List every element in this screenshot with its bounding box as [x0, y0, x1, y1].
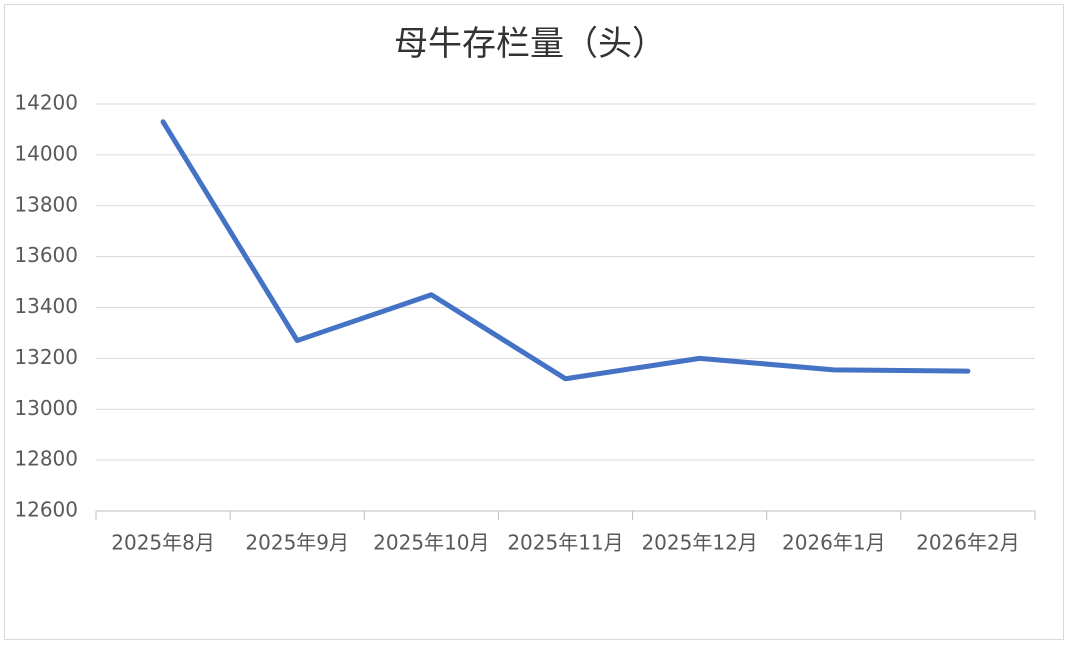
y-tick-label: 13200 [14, 345, 78, 369]
y-tick-label: 13600 [14, 243, 78, 267]
x-tick-label: 2025年11月 [507, 531, 623, 555]
y-tick-label: 12600 [14, 498, 78, 522]
chart-border [4, 4, 1064, 640]
line [160, 119, 971, 382]
y-tick-label: 12800 [14, 447, 78, 471]
x-tick-label: 2025年12月 [641, 531, 757, 555]
x-tick-label: 2025年9月 [245, 531, 349, 555]
x-tick-label: 2026年1月 [782, 531, 886, 555]
y-tick-label: 13800 [14, 192, 78, 216]
y-tick-label: 13000 [14, 396, 78, 420]
y-tick-label: 14000 [14, 141, 78, 165]
x-tick-label: 2026年2月 [916, 531, 1020, 555]
chart-title: 母牛存栏量（头） [394, 24, 666, 64]
y-tick-label: 13400 [14, 294, 78, 318]
x-tick-label: 2025年8月 [111, 531, 215, 555]
x-tick-label: 2025年10月 [373, 531, 489, 555]
y-tick-label: 14200 [14, 91, 78, 115]
